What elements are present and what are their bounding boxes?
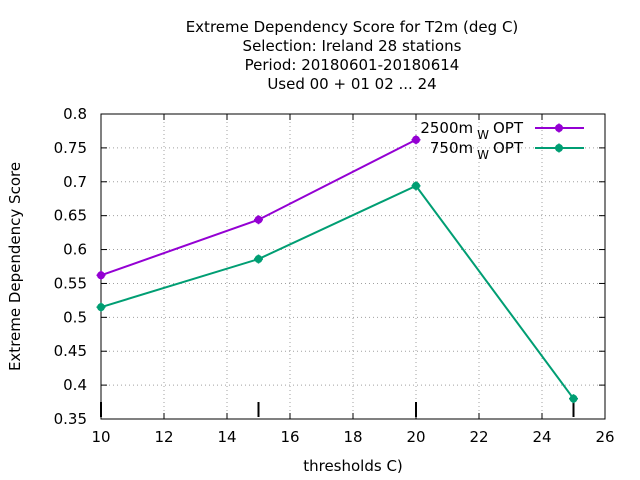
x-tick-label: 26 bbox=[595, 428, 614, 446]
y-tick-label: 0.5 bbox=[63, 308, 87, 326]
series bbox=[97, 135, 579, 403]
y-tick-label: 0.4 bbox=[63, 376, 87, 394]
y-axis-label: Extreme Dependency Score bbox=[6, 162, 24, 371]
x-tick-label: 10 bbox=[91, 428, 110, 446]
chart-title: Extreme Dependency Score for T2m (deg C)… bbox=[186, 18, 519, 93]
y-tick-label: 0.7 bbox=[63, 173, 87, 191]
x-tick-label: 20 bbox=[406, 428, 425, 446]
x-tick-label: 12 bbox=[154, 428, 173, 446]
axis-ticks: 10 12 14 16 18 20 22 24 26 0.35 0.4 0.45 0.5 0.55 0.6 0… bbox=[54, 105, 615, 446]
y-tick-label: 0.65 bbox=[54, 207, 87, 225]
x-tick-label: 24 bbox=[532, 428, 551, 446]
x-axis-label: thresholds C) bbox=[303, 457, 403, 475]
count-marks bbox=[101, 402, 574, 417]
series-line bbox=[101, 186, 574, 399]
x-tick-label: 22 bbox=[469, 428, 488, 446]
x-tick-label: 18 bbox=[343, 428, 362, 446]
title-line-1: Extreme Dependency Score for T2m (deg C) bbox=[186, 18, 519, 36]
title-line-2: Selection: Ireland 28 stations bbox=[243, 37, 462, 55]
title-line-3: Period: 20180601-20180614 bbox=[245, 56, 460, 74]
y-tick-label: 0.6 bbox=[63, 241, 87, 259]
legend-entry: 750m W OPT bbox=[430, 139, 584, 162]
y-tick-label: 0.55 bbox=[54, 274, 87, 292]
y-tick-label: 0.35 bbox=[54, 410, 87, 428]
y-tick-label: 0.8 bbox=[63, 105, 87, 123]
y-tick-label: 0.45 bbox=[54, 342, 87, 360]
y-tick-label: 0.75 bbox=[54, 139, 87, 157]
legend-label: 750m W OPT bbox=[430, 139, 524, 162]
x-tick-label: 14 bbox=[217, 428, 236, 446]
title-line-4: Used 00 + 01 02 ... 24 bbox=[267, 75, 436, 93]
grid bbox=[101, 114, 605, 419]
series-750m bbox=[97, 181, 579, 403]
x-tick-label: 16 bbox=[280, 428, 299, 446]
